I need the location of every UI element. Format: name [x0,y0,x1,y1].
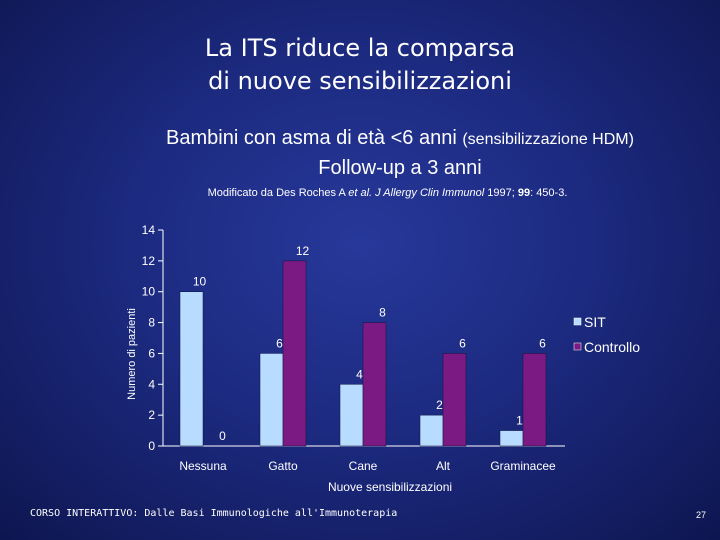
x-tick-label: Graminacee [490,459,556,473]
source-year: 1997; [487,187,515,199]
legend-label-sit: SIT [584,314,606,330]
x-tick-label: Alt [436,459,451,473]
data-label: 12 [296,244,310,258]
legend-label-controllo: Controllo [584,339,640,355]
bar-sit-graminacee [499,430,524,447]
bar-sit-gatto [259,353,284,447]
footer-course: CORSO INTERATTIVO: Dalle Basi Immunologi… [30,508,398,519]
legend-swatch-controllo [573,342,582,351]
data-label: 6 [459,336,466,350]
y-tick-label: 12 [142,254,156,268]
subtitle-line-1: Bambini con asma di età <6 anni (sensibi… [80,124,720,154]
data-label: 8 [379,306,386,320]
title-line-2: di nuove sensibilizzazioni [208,67,512,95]
bar-controllo-gatto [282,260,307,447]
data-label: 2 [436,398,443,412]
slide-subtitle: Bambini con asma di età <6 anni (sensibi… [80,124,720,182]
subtitle-main: Bambini con asma di età <6 anni [166,127,457,149]
source-etal: et al. [348,187,373,199]
data-label: 0 [219,429,226,443]
y-tick-label: 8 [148,316,155,330]
source-journal: J Allergy Clin Immunol [375,187,485,199]
x-tick-label: Nessuna [179,459,227,473]
y-tick-label: 4 [148,377,155,391]
source-volume: 99 [517,187,531,199]
x-tick-label: Cane [349,459,378,473]
page-number: 27 [695,510,706,520]
source-citation: Modificato da Des Roches A et al. J Alle… [0,187,720,199]
data-label: 6 [539,336,546,350]
subtitle-line-2: Follow-up a 3 anni [318,157,482,179]
subtitle-note: (sensibilizzazione HDM) [462,131,634,148]
y-tick-label: 10 [142,285,156,299]
source-prefix: Modificato da Des Roches A [207,187,346,199]
y-tick-label: 0 [148,439,155,453]
y-axis-title: Numero di pazienti [126,308,138,400]
bar-sit-cane [339,384,364,447]
y-tick-label: 2 [148,408,155,422]
bar-controllo-alt [442,353,467,447]
data-label: 6 [276,336,283,350]
bar-controllo-cane [362,322,387,447]
slide-title: La ITS riduce la comparsa di nuove sensi… [0,32,720,98]
x-tick-label: Gatto [268,459,298,473]
bar-sit-nessuna [179,291,204,447]
y-tick-label: 6 [148,346,155,360]
y-tick-label: 14 [142,223,156,237]
data-label: 1 [516,414,523,428]
data-label: 10 [193,275,207,289]
data-label: 4 [356,367,363,381]
title-line-1: La ITS riduce la comparsa [204,34,516,62]
source-pages: : 450-3. [530,187,568,199]
bar-sit-alt [419,414,444,447]
x-axis-title: Nuove sensibilizzazioni [328,480,452,494]
bar-controllo-graminacee [522,353,547,447]
legend-swatch-sit [573,317,582,326]
